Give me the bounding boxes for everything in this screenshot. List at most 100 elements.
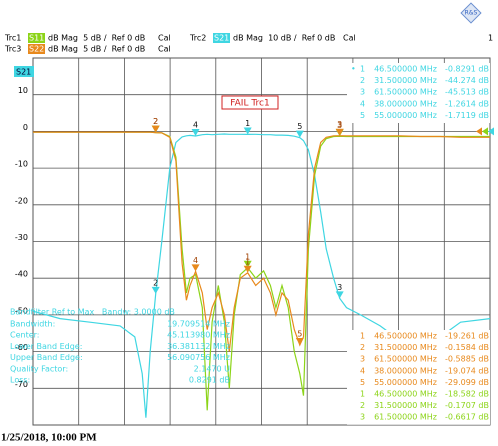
- trace-line: [32, 133, 491, 418]
- marker-triangle: [295, 130, 304, 138]
- active-trace-label: S21: [16, 68, 31, 77]
- marker-number: 3: [337, 121, 342, 130]
- marker-table-freq: 55.000000 MHz: [374, 378, 437, 387]
- trace-param-box: [28, 44, 45, 54]
- marker-number: 1: [245, 119, 250, 128]
- trace-line: [33, 131, 490, 352]
- trace-cal: Cal: [158, 45, 171, 54]
- marker-number: 2: [153, 117, 158, 126]
- marker-table-value: -19.074 dB: [445, 366, 489, 375]
- marker-table-number: 2: [360, 343, 365, 352]
- bandfilter-value: 2.1470 U: [194, 364, 231, 373]
- y-tick-label: -10: [15, 160, 28, 169]
- marker-table-number: 4: [360, 99, 365, 108]
- marker-table-value: -0.6617 dB: [445, 413, 489, 422]
- marker-table-value: -29.099 dB: [445, 378, 489, 387]
- marker-table-freq: 55.000000 MHz: [374, 111, 437, 120]
- marker-table-freq: 31.500000 MHz: [374, 76, 437, 85]
- marker-table-value: -0.8291 dB: [445, 65, 489, 74]
- trace-name: Trc1: [4, 34, 21, 43]
- bandfilter-value: 56.090756 MHz: [167, 353, 230, 362]
- marker-table-freq: 46.500000 MHz: [374, 390, 437, 399]
- ref-arrow: [482, 127, 488, 136]
- y-tick-label: -60: [15, 343, 28, 352]
- active-marker-dot: •: [351, 65, 356, 74]
- bandfilter-label: Center:: [10, 331, 39, 340]
- bandfilter-value: 45.113980 MHz: [167, 331, 230, 340]
- marker-table-freq: 31.500000 MHz: [374, 343, 437, 352]
- marker-table-value: -0.1584 dB: [445, 343, 489, 352]
- marker-triangle: [243, 265, 252, 273]
- marker-number: 5: [297, 122, 302, 131]
- bandfilter-label: Bandwidth:: [10, 320, 55, 329]
- marker-number: 3: [337, 283, 342, 292]
- marker-table-value: -1.7119 dB: [445, 111, 489, 120]
- bandfilter-value: 36.381132 MHz: [167, 342, 230, 351]
- bandfilter-label: Upper Band Edge:: [10, 353, 83, 362]
- trace-cal: Cal: [158, 34, 171, 43]
- marker-table-number: 2: [360, 401, 365, 410]
- date: 1/25/2018, 10:00 PM: [1, 432, 97, 444]
- marker-table-number: 5: [360, 111, 365, 120]
- bandfilter-title: Bandfilter Ref to Max Bandw: 3.0000 dB: [10, 308, 175, 317]
- marker-triangle: [295, 337, 304, 345]
- svg-text:R&S: R&S: [465, 10, 478, 17]
- marker-table-freq: 61.500000 MHz: [374, 413, 437, 422]
- y-tick-label: -40: [15, 270, 28, 279]
- trace-name: Trc2: [189, 34, 206, 43]
- marker-table-value: -18.582 dB: [445, 390, 489, 399]
- marker-number: 2: [153, 278, 158, 287]
- marker-table-number: 1: [360, 65, 365, 74]
- marker-table-number: 1: [360, 390, 365, 399]
- trace-name: Trc3: [4, 45, 21, 54]
- marker-triangle: [335, 291, 344, 299]
- y-tick-label: -70: [15, 380, 28, 389]
- marker-table-freq: 46.500000 MHz: [374, 65, 437, 74]
- trace-format: dB Mag 5 dB / Ref 0 dB: [48, 45, 145, 54]
- ref-arrow: [476, 127, 482, 136]
- marker-table-freq: 61.500000 MHz: [374, 355, 437, 364]
- fail-box: [221, 95, 279, 110]
- marker-table-freq: 61.500000 MHz: [374, 88, 437, 97]
- marker-table-number: 3: [360, 355, 365, 364]
- marker-table-bg: [347, 330, 490, 390]
- bandfilter-value: 19.709514 MHz: [167, 320, 230, 329]
- marker-table-freq: 38.000000 MHz: [374, 366, 437, 375]
- marker-table-freq: 31.500000 MHz: [374, 401, 437, 410]
- marker-table-number: 5: [360, 378, 365, 387]
- ref-arrow: [488, 127, 494, 136]
- marker-table-value: -44.274 dB: [445, 76, 489, 85]
- y-tick-label: -50: [15, 306, 28, 315]
- marker-table-bg: [347, 388, 490, 425]
- marker-table-freq: 46.500000 MHz: [374, 332, 437, 341]
- marker-table-value: -45.513 dB: [445, 88, 489, 97]
- marker-table-value: -1.2614 dB: [445, 99, 489, 108]
- trace-param: S21: [214, 34, 229, 43]
- trace-param-box: [28, 33, 45, 43]
- marker-table-number: 2: [360, 76, 365, 85]
- marker-table-value: -19.261 dB: [445, 332, 489, 341]
- bandfilter-label: Quality Factor:: [10, 364, 68, 373]
- trace-param: S11: [29, 34, 44, 43]
- y-tick-label: -20: [15, 196, 28, 205]
- marker-triangle: [151, 125, 160, 133]
- channel-number: 1: [488, 34, 493, 43]
- marker-triangle: [243, 127, 252, 135]
- marker-table-bg: [347, 63, 490, 123]
- fail-label: FAIL Trc1: [230, 99, 269, 109]
- marker-table-number: 3: [360, 413, 365, 422]
- marker-number: 1: [245, 257, 250, 266]
- trace-format: dB Mag 5 dB / Ref 0 dB: [48, 34, 145, 43]
- bandfilter-label: Lower Band Edge:: [10, 342, 82, 351]
- marker-triangle: [191, 129, 200, 137]
- trace-param: S22: [29, 45, 44, 54]
- marker-table-value: -0.1707 dB: [445, 401, 489, 410]
- trace-param-box: [213, 33, 230, 43]
- marker-number: 4: [193, 256, 198, 265]
- marker-table-freq: 38.000000 MHz: [374, 99, 437, 108]
- y-tick-label: 10: [18, 86, 28, 95]
- marker-table-number: 4: [360, 366, 365, 375]
- bandfilter-value: 0.8291 dB: [189, 376, 230, 385]
- trace-cal: Cal: [343, 34, 356, 43]
